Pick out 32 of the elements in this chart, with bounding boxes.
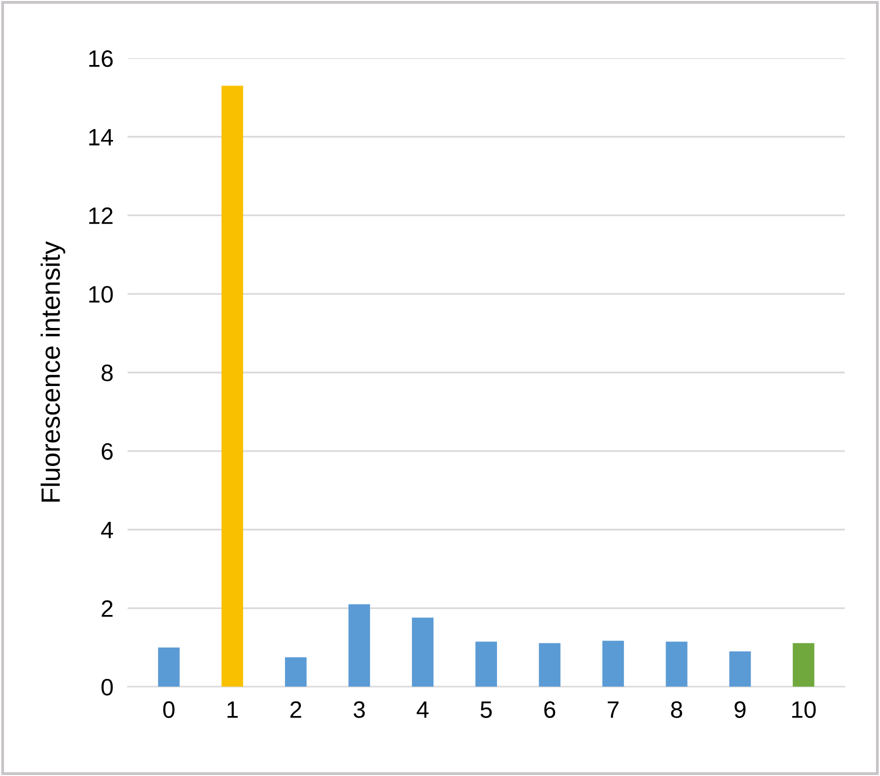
bar bbox=[792, 643, 814, 687]
y-axis-title: Fluorescence intensity bbox=[40, 241, 66, 502]
bar bbox=[475, 642, 497, 687]
x-tick-label: 2 bbox=[290, 701, 302, 718]
bar bbox=[412, 618, 434, 687]
bar bbox=[222, 86, 244, 687]
x-tick-label: 1 bbox=[228, 702, 238, 718]
x-tick-label: 5 bbox=[480, 702, 492, 718]
y-tick-label: 16 bbox=[89, 50, 113, 67]
bar bbox=[666, 642, 688, 687]
y-tick-label: 14 bbox=[89, 129, 114, 146]
y-tick-label: 10 bbox=[89, 286, 113, 303]
y-tick-label: 8 bbox=[102, 364, 113, 382]
bar bbox=[158, 647, 180, 687]
bar bbox=[285, 657, 307, 687]
y-tick-label: 6 bbox=[102, 443, 113, 460]
x-tick-label: 10 bbox=[792, 701, 816, 718]
x-tick-label: 7 bbox=[608, 702, 619, 718]
x-tick-label: 8 bbox=[671, 701, 682, 718]
x-tick-label: 3 bbox=[354, 701, 365, 718]
bar bbox=[729, 651, 751, 687]
x-tick-label: 4 bbox=[416, 702, 429, 718]
x-tick-label: 9 bbox=[734, 701, 746, 718]
bar bbox=[538, 643, 560, 687]
x-tick-label: 0 bbox=[163, 701, 174, 718]
y-tick-label: 4 bbox=[101, 522, 114, 538]
y-tick-label: 2 bbox=[102, 600, 113, 617]
y-tick-label: 0 bbox=[102, 678, 113, 696]
bar bbox=[602, 640, 624, 687]
y-tick-label: 12 bbox=[89, 207, 113, 224]
x-tick-label: 6 bbox=[544, 701, 556, 718]
bar bbox=[348, 604, 370, 687]
